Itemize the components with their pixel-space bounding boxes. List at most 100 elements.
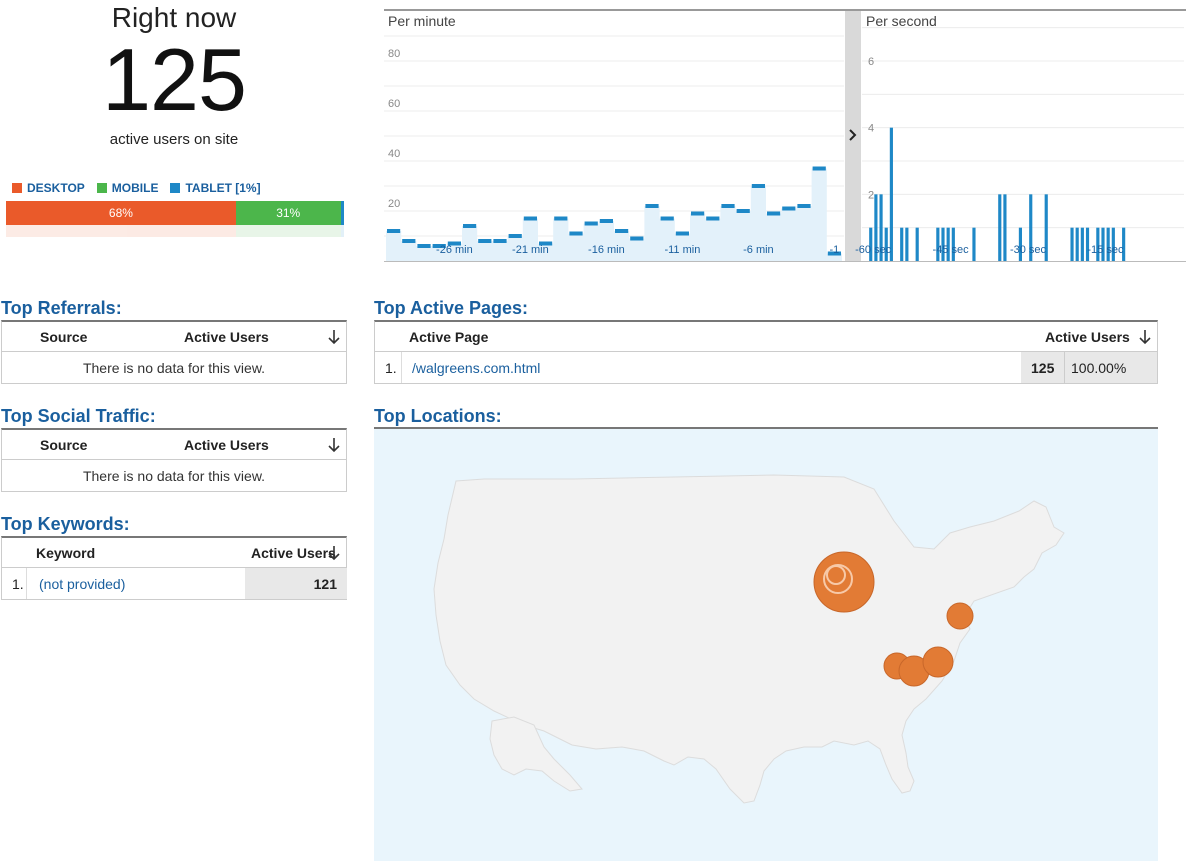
referrals-col-users[interactable]: Active Users <box>184 328 269 345</box>
keywords-col-users[interactable]: Active Users <box>251 544 336 561</box>
per-second-bar <box>905 227 909 261</box>
social-col-users[interactable]: Active Users <box>184 436 269 453</box>
sort-down-icon[interactable] <box>328 437 340 453</box>
keywords-col-keyword[interactable]: Keyword <box>36 544 96 561</box>
keyword-users-value: 121 <box>313 575 337 592</box>
device-split-bar: 68% 31% <box>6 201 344 225</box>
page-users-value: 125 <box>1031 359 1055 376</box>
us-mainland-shape <box>433 474 1065 804</box>
top-keywords-title: Top Keywords: <box>1 514 130 534</box>
chevron-right-icon[interactable] <box>849 129 857 141</box>
pageviews-svg: Per minute Per second 20 40 60 80 -26 min -21… <box>384 11 1186 262</box>
x-tick-label: -1 <box>830 244 840 256</box>
per-second-bar <box>1111 227 1115 261</box>
x-tick-label: -60 sec <box>855 244 892 256</box>
page-row: 1. /walgreens.com.html 125 100.00% <box>375 352 1157 383</box>
pages-col-page[interactable]: Active Page <box>409 328 489 345</box>
pageviews-charts: Per minute Per second 20 40 60 80 -26 min -21… <box>384 0 1186 262</box>
per-minute-bar <box>736 209 750 213</box>
top-social-title: Top Social Traffic: <box>1 406 156 426</box>
per-minute-bar <box>599 219 613 223</box>
locations-map[interactable] <box>374 427 1158 861</box>
sort-down-icon[interactable] <box>328 545 340 561</box>
per-second-bar <box>1075 227 1079 261</box>
per-second-chart: 2 4 6 -60 sec -45 sec -30 sec -15 sec <box>855 27 1184 262</box>
per-second-bar <box>1101 227 1105 261</box>
per-minute-bar <box>584 221 598 226</box>
legend-tablet: TABLET [1%] <box>170 181 261 195</box>
device-legend: DESKTOP MOBILE TABLET [1%] <box>12 181 261 195</box>
desktop-percent: 68% <box>108 206 133 220</box>
keyword-row-index: 1. <box>12 575 24 592</box>
per-second-bar <box>1070 227 1074 261</box>
cell-divider <box>1064 352 1065 383</box>
location-bubble-chicago[interactable] <box>813 551 875 613</box>
per-second-bar <box>972 227 976 261</box>
active-users-subtitle: active users on site <box>109 131 239 148</box>
per-minute-bar <box>493 239 507 243</box>
y-tick-label: 20 <box>388 198 400 210</box>
page-link[interactable]: /walgreens.com.html <box>412 359 541 376</box>
x-tick-label: -16 min <box>588 244 625 256</box>
y-tick-label: 40 <box>388 148 400 160</box>
per-second-bar <box>941 227 945 261</box>
top-keywords-table: Keyword Active Users 1. (not provided) 1… <box>1 536 347 600</box>
pages-col-users[interactable]: Active Users <box>1045 328 1130 345</box>
per-minute-bar <box>645 204 659 208</box>
social-col-source[interactable]: Source <box>40 436 88 453</box>
sort-down-icon[interactable] <box>328 329 340 345</box>
per-second-bar <box>1085 227 1090 261</box>
per-second-bar <box>1003 194 1007 261</box>
top-referrals-table: Source Active Users There is no data for… <box>1 320 347 384</box>
legend-mobile-label: MOBILE <box>111 181 159 195</box>
top-referrals-title: Top Referrals: <box>1 298 122 318</box>
per-minute-chart: 20 40 60 80 -26 min -21 min -16 min -11 min -6 m… <box>384 35 844 261</box>
y-tick-label: 80 <box>388 48 400 60</box>
per-second-bar <box>1044 194 1048 261</box>
top-locations-title: Top Locations: <box>374 406 502 426</box>
per-minute-bar <box>417 244 431 248</box>
per-minute-bar <box>675 231 689 236</box>
alaska-shape <box>489 716 583 792</box>
location-bubble-chicago-ring-2 <box>826 565 846 585</box>
per-second-bar <box>946 227 950 261</box>
us-map-svg <box>433 474 1065 804</box>
keyword-link[interactable]: (not provided) <box>39 575 126 592</box>
per-minute-area <box>386 168 842 261</box>
y-tick-label: 4 <box>868 123 874 135</box>
legend-desktop-label: DESKTOP <box>27 181 85 195</box>
per-second-bar <box>936 227 940 261</box>
row-divider <box>26 568 27 599</box>
per-minute-label: Per minute <box>388 13 456 29</box>
per-minute-bar <box>478 239 492 243</box>
y-tick-label: 2 <box>868 189 874 201</box>
per-minute-bar <box>447 241 461 246</box>
per-minute-bar <box>751 184 765 188</box>
per-minute-bar <box>615 229 629 233</box>
x-tick-label: -26 min <box>436 244 473 256</box>
per-minute-bar <box>767 211 781 216</box>
location-bubble-philadelphia[interactable] <box>946 602 974 630</box>
social-header: Source Active Users <box>2 430 346 460</box>
tablet-segment <box>340 201 344 225</box>
per-second-bar <box>951 227 955 261</box>
per-second-bar <box>1029 194 1033 261</box>
per-minute-bar <box>706 216 720 221</box>
y-tick-label: 60 <box>388 98 400 110</box>
per-second-label: Per second <box>866 13 937 29</box>
per-second-bar <box>874 194 878 261</box>
x-tick-label: -6 min <box>743 244 774 256</box>
page-users-percent: 100.00% <box>1071 359 1127 376</box>
x-tick-label: -30 sec <box>1010 244 1047 256</box>
referrals-col-source[interactable]: Source <box>40 328 88 345</box>
per-minute-bar <box>812 166 826 171</box>
per-second-bar <box>1106 227 1110 261</box>
per-minute-bar <box>402 239 416 243</box>
legend-desktop: DESKTOP <box>12 181 85 195</box>
tablet-swatch <box>170 183 181 193</box>
per-minute-bar <box>782 206 796 211</box>
referrals-empty-message: There is no data for this view. <box>82 359 266 376</box>
per-second-bar <box>998 194 1002 261</box>
location-bubble-raleigh[interactable] <box>922 646 954 678</box>
sort-down-icon[interactable] <box>1139 329 1151 345</box>
